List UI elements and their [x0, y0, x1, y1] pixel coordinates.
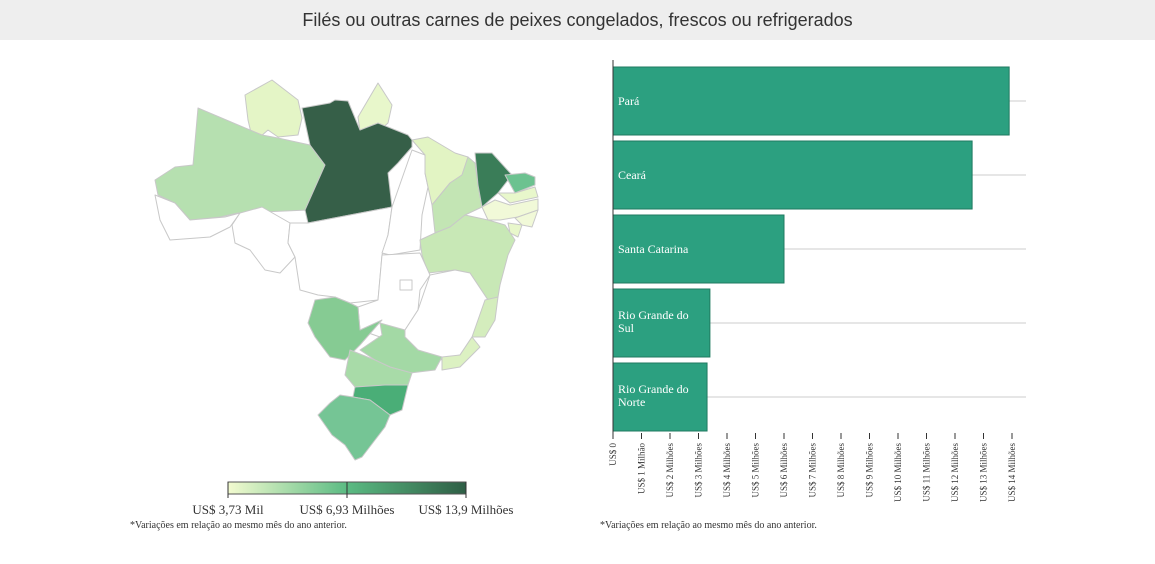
state-rs[interactable] [317, 394, 391, 461]
x-tick-label: US$ 13 Milhões [979, 443, 989, 503]
x-tick-label: US$ 3 Milhões [694, 443, 704, 498]
state-es[interactable] [471, 296, 499, 338]
bar-2[interactable] [612, 214, 785, 284]
x-tick-label: US$ 10 Milhões [893, 443, 903, 503]
state-al[interactable] [514, 209, 539, 228]
x-tick-label: US$ 1 Milhão [637, 443, 647, 495]
x-tick-label: US$ 5 Milhões [751, 443, 761, 498]
bar-label-3: Sul [618, 321, 635, 335]
state-rn[interactable] [504, 172, 536, 194]
footnote-chart: *Variações em relação ao mesmo mês do an… [600, 520, 817, 531]
state-mt[interactable] [287, 206, 393, 304]
state-rr[interactable] [244, 79, 303, 138]
x-tick-label: US$ 4 Milhões [722, 443, 732, 498]
legend-label-max: US$ 13,9 Milhões [419, 502, 514, 517]
state-pa[interactable] [301, 99, 413, 224]
state-se[interactable] [507, 222, 523, 238]
state-am[interactable] [154, 107, 326, 221]
state-df[interactable] [399, 279, 413, 291]
footnote-map: *Variações em relação ao mesmo mês do an… [130, 520, 347, 531]
bar-0[interactable] [612, 66, 1010, 136]
state-to[interactable] [381, 149, 429, 256]
legend-label-mid: US$ 6,93 Milhões [300, 502, 395, 517]
x-tick-label: US$ 11 Milhões [922, 443, 932, 502]
legend-label-min: US$ 3,73 Mil [192, 502, 264, 517]
state-pb[interactable] [497, 186, 539, 204]
map-legend: US$ 3,73 Mil US$ 6,93 Milhões US$ 13,9 M… [192, 481, 514, 517]
page-title: Filés ou outras carnes de peixes congela… [0, 0, 1155, 40]
state-rj[interactable] [441, 336, 481, 371]
x-tick-label: US$ 0 [608, 443, 618, 466]
state-ro[interactable] [231, 206, 296, 274]
bar-label-4: Norte [618, 395, 645, 409]
state-sp[interactable] [359, 322, 443, 374]
bar-1[interactable] [612, 140, 973, 210]
bar-label-2: Santa Catarina [618, 242, 689, 256]
bar-label-3: Rio Grande do [618, 308, 689, 322]
bar-label-0: Pará [618, 94, 640, 108]
bar-3[interactable] [612, 288, 711, 358]
bar-label-4: Rio Grande do [618, 382, 689, 396]
state-ce[interactable] [474, 152, 513, 208]
x-tick-label: US$ 12 Milhões [950, 443, 960, 503]
x-tick-label: US$ 6 Milhões [779, 443, 789, 498]
x-tick-label: US$ 9 Milhões [865, 443, 875, 498]
x-tick-label: US$ 2 Milhões [665, 443, 675, 498]
x-tick-label: US$ 14 Milhões [1007, 443, 1017, 503]
brazil-map [154, 79, 539, 461]
bar-label-1: Ceará [618, 168, 647, 182]
x-tick-label: US$ 8 Milhões [836, 443, 846, 498]
bar-4[interactable] [612, 362, 708, 432]
x-tick-label: US$ 7 Milhões [808, 443, 818, 498]
